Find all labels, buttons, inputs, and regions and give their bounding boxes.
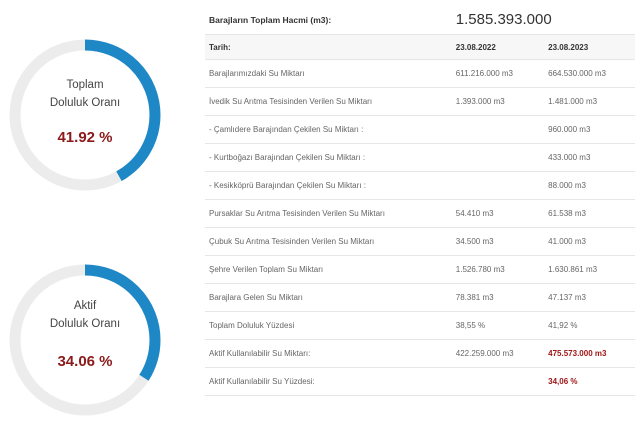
table-row: Aktif Kullanılabilir Su Yüzdesi: 34,06 % <box>205 367 635 396</box>
row-label: Barajlarımızdaki Su Miktarı <box>205 59 452 88</box>
table-title-row: Barajların Toplam Hacmi (m3): 1.585.393.… <box>205 5 635 35</box>
row-label: Aktif Kullanılabilir Su Miktarı: <box>205 339 452 368</box>
active-gauge-title-line1: Aktif <box>73 300 97 312</box>
table-row: - Kesikköprü Barajından Çekilen Su Mikta… <box>205 171 635 200</box>
total-gauge-value: 41.92 % <box>57 129 113 146</box>
active-fill-ring <box>9 264 161 416</box>
row-value-2022: 1.393.000 m3 <box>451 87 545 116</box>
table-row: Barajlarımızdaki Su Miktarı 611.216.000 m… <box>205 59 635 88</box>
row-label: - Çamlıdere Barajından Çekilen Su Miktar… <box>205 115 452 144</box>
total-gauge-title-line2: Doluluk Oranı <box>49 97 121 109</box>
table-row: - Kurtboğazı Barajından Çekilen Su Mikta… <box>205 143 635 172</box>
row-value-2023: 475.573.000 m3 <box>544 339 635 368</box>
table-row: Barajlara Gelen Su Miktarı 78.381 m3 47.13… <box>205 283 635 312</box>
row-label: İvedik Su Arıtma Tesisinden Verilen Su M… <box>205 87 452 116</box>
total-volume-value: 1.585.393.000 <box>451 5 635 35</box>
row-value-2023: 88.000 m3 <box>544 171 635 200</box>
row-label: - Kesikköprü Barajından Çekilen Su Mikta… <box>205 171 452 200</box>
table-row: Pursaklar Su Arıtma Tesisinden Verilen S… <box>205 199 635 228</box>
active-gauge-value: 34.06 % <box>57 353 113 370</box>
row-value-2023: 61.538 m3 <box>544 199 635 228</box>
table-row: Aktif Kullanılabilir Su Miktarı: 422.259.… <box>205 339 635 368</box>
row-value-2023: 433.000 m3 <box>544 143 635 172</box>
row-value-2022: 54.410 m3 <box>451 199 545 228</box>
row-value-2022: 611.216.000 m3 <box>451 59 545 88</box>
total-gauge-title-line1: Toplam <box>66 79 104 91</box>
row-label: Barajlara Gelen Su Miktarı <box>205 283 452 312</box>
active-gauge-title-line2: Doluluk Oranı <box>49 318 121 330</box>
date-header-2022: 23.08.2022 <box>451 34 545 60</box>
row-value-2023: 960.000 m3 <box>544 115 635 144</box>
total-fill-ring <box>9 39 161 191</box>
active-fill-gauge: Aktif Doluluk Oranı 34.06 % <box>0 255 170 425</box>
row-value-2023: 41,92 % <box>544 311 635 340</box>
date-header-2023: 23.08.2023 <box>544 34 635 60</box>
row-value-2022 <box>451 115 545 144</box>
total-fill-gauge: Toplam Doluluk Oranı 41.92 % <box>0 30 170 200</box>
row-label: Aktif Kullanılabilir Su Yüzdesi: <box>205 367 452 396</box>
total-volume-label: Barajların Toplam Hacmi (m3): <box>205 5 452 35</box>
row-value-2022: 38,55 % <box>451 311 545 340</box>
row-value-2023: 664.530.000 m3 <box>544 59 635 88</box>
row-value-2023: 1.481.000 m3 <box>544 87 635 116</box>
row-value-2022: 1.526.780 m3 <box>451 255 545 284</box>
row-value-2022 <box>451 171 545 200</box>
dam-statistics-table: Barajların Toplam Hacmi (m3): 1.585.393.… <box>205 5 635 396</box>
row-label: - Kurtboğazı Barajından Çekilen Su Mikta… <box>205 143 452 172</box>
table-header-row: Tarih: 23.08.2022 23.08.2023 <box>205 34 635 60</box>
table-row: Şehre Verilen Toplam Su Miktarı 1.526.780… <box>205 255 635 284</box>
table-row: Toplam Doluluk Yüzdesi 38,55 % 41,92 % <box>205 311 635 340</box>
row-value-2023: 47.137 m3 <box>544 283 635 312</box>
row-value-2022: 78.381 m3 <box>451 283 545 312</box>
row-value-2023: 1.630.861 m3 <box>544 255 635 284</box>
row-value-2023: 34,06 % <box>544 367 635 396</box>
date-header-label: Tarih: <box>205 34 452 60</box>
row-value-2022: 34.500 m3 <box>451 227 545 256</box>
row-value-2023: 41.000 m3 <box>544 227 635 256</box>
row-value-2022: 422.259.000 m3 <box>451 339 545 368</box>
row-label: Toplam Doluluk Yüzdesi <box>205 311 452 340</box>
row-value-2022 <box>451 367 545 396</box>
table-row: Çubuk Su Arıtma Tesisinden Verilen Su Mi… <box>205 227 635 256</box>
table-row: - Çamlıdere Barajından Çekilen Su Miktar… <box>205 115 635 144</box>
table-row: İvedik Su Arıtma Tesisinden Verilen Su M… <box>205 87 635 116</box>
row-label: Pursaklar Su Arıtma Tesisinden Verilen S… <box>205 199 452 228</box>
row-label: Şehre Verilen Toplam Su Miktarı <box>205 255 452 284</box>
row-value-2022 <box>451 143 545 172</box>
row-label: Çubuk Su Arıtma Tesisinden Verilen Su Mi… <box>205 227 452 256</box>
